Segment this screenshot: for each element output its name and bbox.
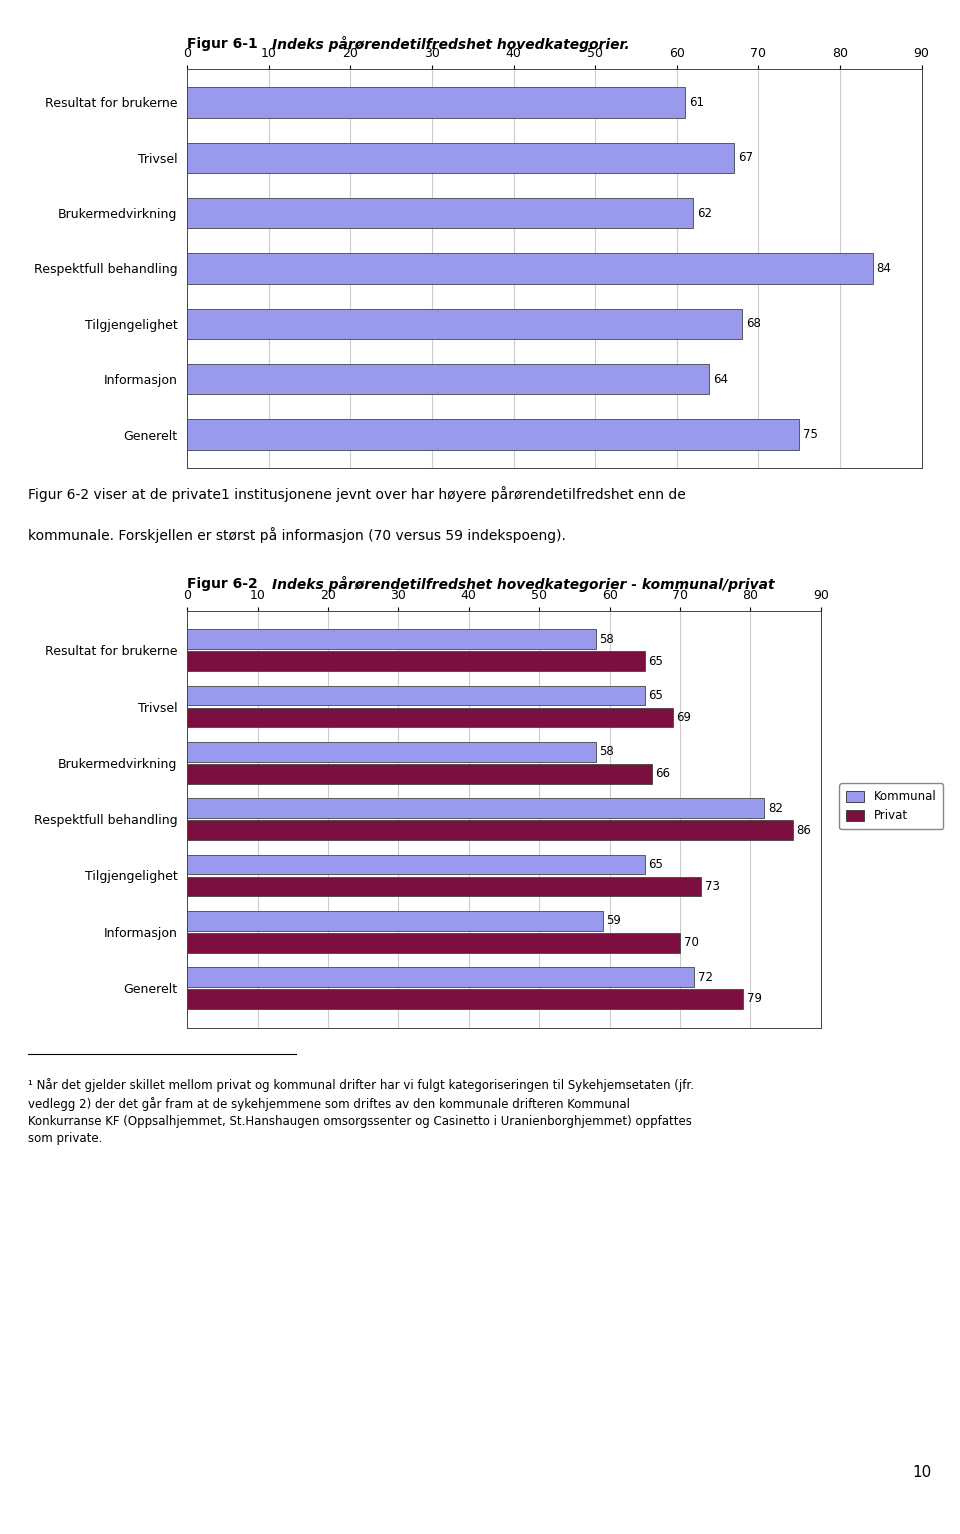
Text: 65: 65 — [648, 858, 663, 871]
Bar — [187, 419, 799, 449]
Text: 10: 10 — [912, 1465, 931, 1480]
Bar — [187, 253, 873, 284]
Bar — [187, 821, 793, 841]
Text: 82: 82 — [768, 802, 782, 815]
Text: 64: 64 — [713, 373, 729, 385]
Bar — [187, 989, 743, 1009]
Text: 69: 69 — [677, 712, 691, 724]
Text: 66: 66 — [656, 767, 670, 781]
Text: Indeks pårørendetilfredshet hovedkategorier - kommunal/privat: Indeks pårørendetilfredshet hovedkategor… — [272, 577, 775, 592]
Text: 58: 58 — [599, 746, 613, 758]
Bar — [187, 798, 764, 818]
Text: 65: 65 — [648, 689, 663, 703]
Legend: Kommunal, Privat: Kommunal, Privat — [839, 784, 944, 830]
Bar — [187, 686, 645, 706]
Bar — [187, 629, 595, 649]
Text: 62: 62 — [697, 207, 712, 219]
Bar — [187, 764, 652, 784]
Text: 61: 61 — [689, 97, 704, 109]
Text: Figur 6-2: Figur 6-2 — [187, 577, 263, 592]
Text: 58: 58 — [599, 634, 613, 646]
Bar — [187, 308, 742, 339]
Text: 86: 86 — [796, 824, 811, 836]
Bar — [187, 707, 673, 727]
Bar — [187, 198, 693, 229]
Bar — [187, 876, 701, 896]
Bar — [187, 742, 595, 762]
Text: 59: 59 — [606, 914, 621, 927]
Text: 73: 73 — [705, 881, 719, 893]
Bar — [187, 652, 645, 672]
Text: 67: 67 — [738, 152, 753, 164]
Text: 72: 72 — [698, 971, 712, 983]
Bar — [187, 966, 694, 986]
Text: 65: 65 — [648, 655, 663, 667]
Bar — [187, 143, 733, 173]
Text: 75: 75 — [804, 428, 818, 440]
Text: 70: 70 — [684, 936, 698, 950]
Text: Figur 6-2 viser at de private1 institusjonene jevnt over har høyere pårørendetil: Figur 6-2 viser at de private1 institusj… — [29, 486, 686, 502]
Bar — [187, 364, 709, 394]
Bar — [187, 87, 684, 118]
Text: 84: 84 — [876, 262, 892, 275]
Text: 68: 68 — [746, 318, 761, 330]
Bar — [187, 911, 603, 931]
Bar — [187, 854, 645, 874]
Text: Indeks pårørendetilfredshet hovedkategorier.: Indeks pårørendetilfredshet hovedkategor… — [272, 37, 630, 52]
Text: Figur 6-1: Figur 6-1 — [187, 37, 263, 52]
Text: ¹ Når det gjelder skillet mellom privat og kommunal drifter har vi fulgt kategor: ¹ Når det gjelder skillet mellom privat … — [29, 1078, 694, 1144]
Text: kommunale. Forskjellen er størst på informasjon (70 versus 59 indekspoeng).: kommunale. Forskjellen er størst på info… — [29, 528, 566, 543]
Bar — [187, 933, 680, 953]
Text: 79: 79 — [747, 992, 762, 1005]
